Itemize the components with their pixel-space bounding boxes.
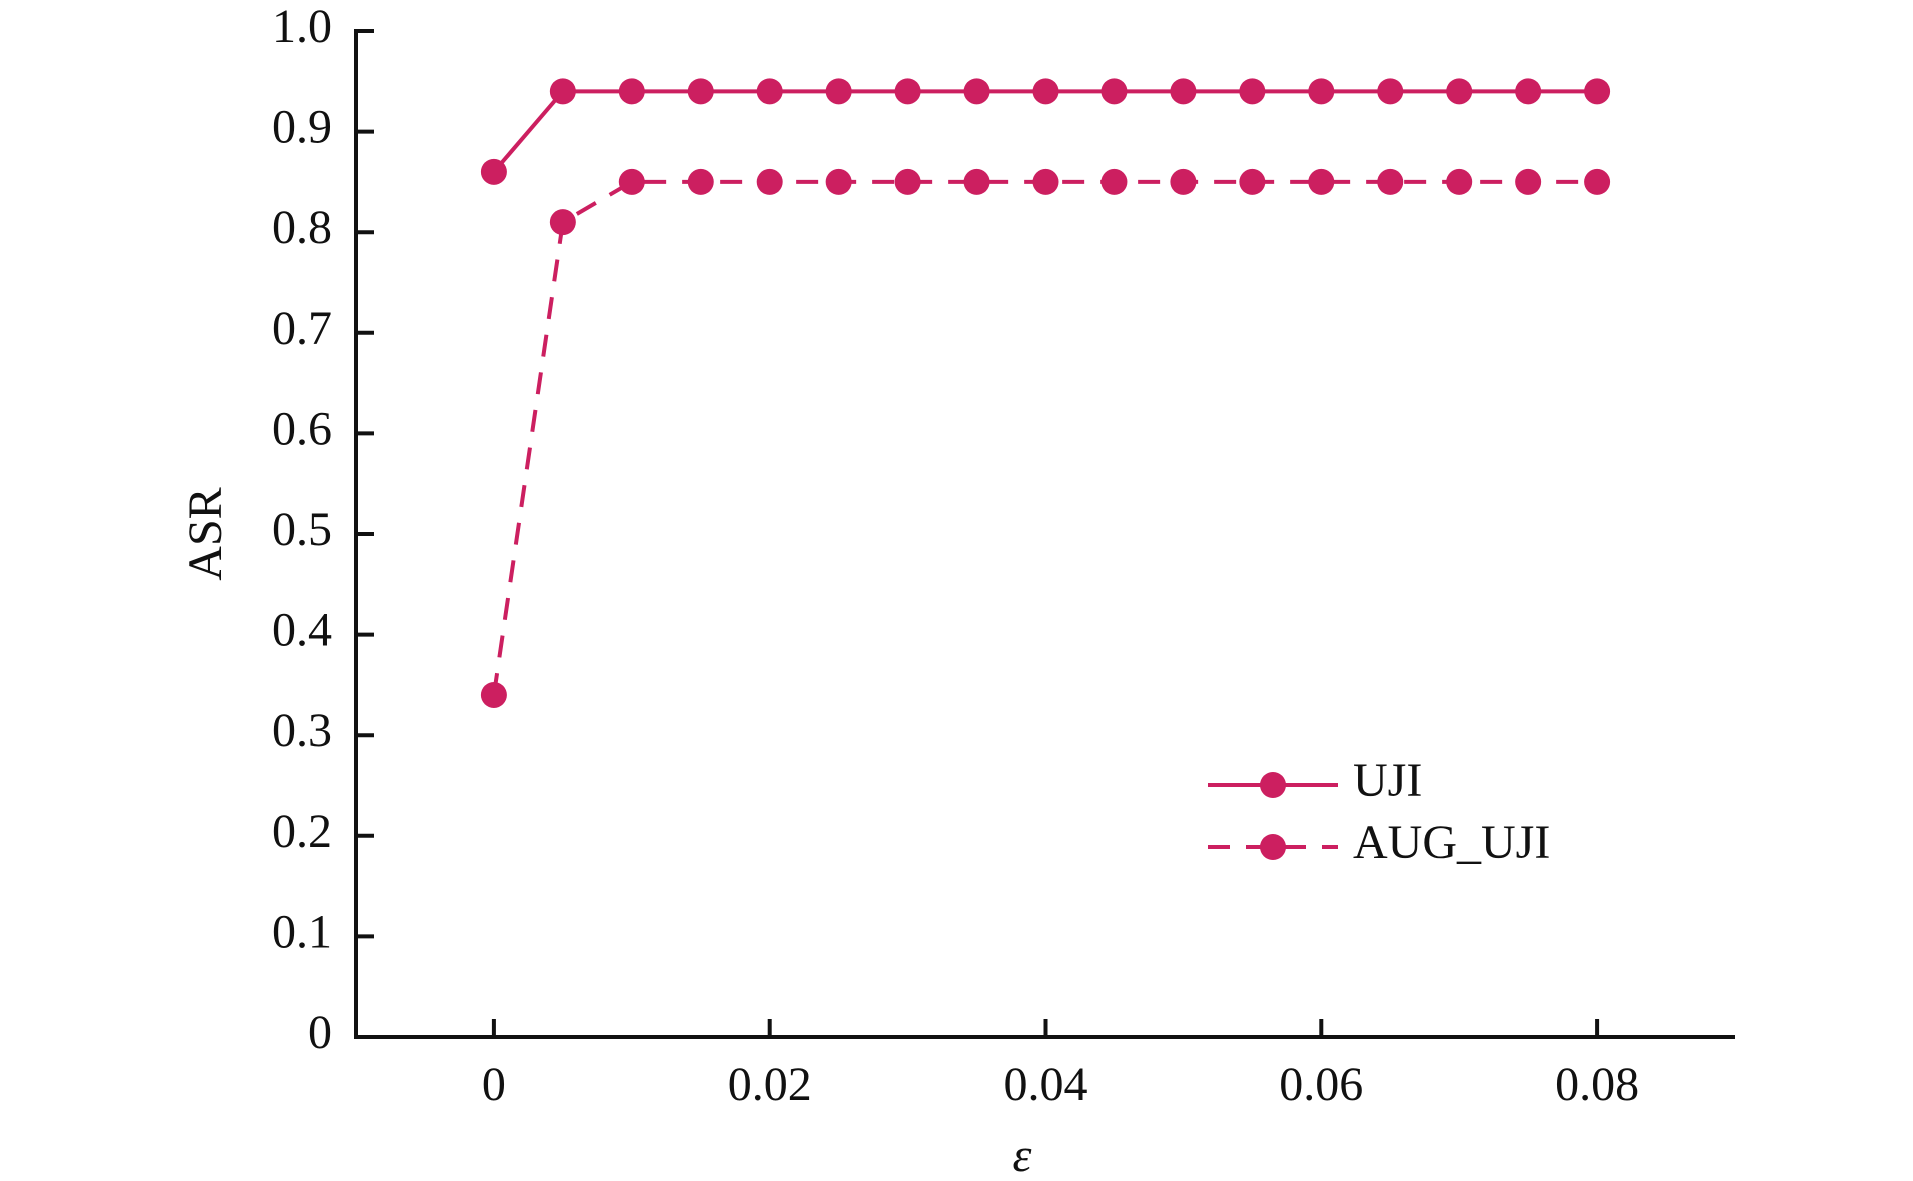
x-tick-label: 0.08 bbox=[1555, 1058, 1639, 1111]
y-tick-label: 0.6 bbox=[272, 402, 332, 455]
data-point bbox=[963, 78, 990, 105]
data-point bbox=[1446, 78, 1473, 105]
data-point bbox=[825, 78, 852, 105]
data-point bbox=[963, 168, 990, 195]
data-point bbox=[618, 78, 645, 105]
legend-label: AUG_UJI bbox=[1353, 816, 1550, 869]
data-point bbox=[756, 168, 783, 195]
data-point bbox=[1101, 78, 1128, 105]
data-point bbox=[1308, 78, 1335, 105]
data-point bbox=[1515, 78, 1542, 105]
data-point bbox=[1515, 168, 1542, 195]
y-axis-label: ASR bbox=[179, 487, 232, 580]
data-point bbox=[894, 78, 921, 105]
data-point bbox=[1101, 168, 1128, 195]
data-point bbox=[480, 158, 507, 185]
data-point bbox=[549, 209, 576, 236]
data-point bbox=[825, 168, 852, 195]
y-tick-label: 0.8 bbox=[272, 201, 332, 254]
legend-label: UJI bbox=[1353, 754, 1422, 807]
series-line bbox=[491, 179, 1598, 696]
y-tick-label: 1.0 bbox=[272, 0, 332, 53]
y-tick-label: 0.3 bbox=[272, 704, 332, 757]
data-point bbox=[1377, 168, 1404, 195]
y-tick-label: 0.1 bbox=[272, 905, 332, 958]
data-point bbox=[1584, 78, 1611, 105]
data-point bbox=[1446, 168, 1473, 195]
data-point bbox=[1239, 78, 1266, 105]
x-tick-label: 0.06 bbox=[1279, 1058, 1363, 1111]
y-tick-label: 0.5 bbox=[272, 503, 332, 556]
data-point bbox=[1584, 168, 1611, 195]
data-point bbox=[1377, 78, 1404, 105]
data-point bbox=[1239, 168, 1266, 195]
data-point bbox=[894, 168, 921, 195]
data-point bbox=[687, 168, 714, 195]
y-tick-label: 0.7 bbox=[272, 302, 332, 355]
data-point bbox=[687, 78, 714, 105]
data-point bbox=[480, 681, 507, 708]
data-point bbox=[1308, 168, 1335, 195]
y-tick-label: 0 bbox=[308, 1006, 332, 1059]
y-tick-label: 0.2 bbox=[272, 805, 332, 858]
data-point bbox=[1170, 78, 1197, 105]
data-point bbox=[1032, 168, 1059, 195]
y-tick-label: 0.9 bbox=[272, 101, 332, 154]
data-point bbox=[549, 78, 576, 105]
x-tick-label: 0.02 bbox=[728, 1058, 812, 1111]
legend-marker bbox=[1260, 772, 1286, 798]
data-point bbox=[1170, 168, 1197, 195]
x-axis-label: ε bbox=[1013, 1129, 1032, 1181]
x-tick-label: 0 bbox=[482, 1058, 506, 1111]
data-point bbox=[756, 78, 783, 105]
data-point bbox=[618, 168, 645, 195]
y-tick-label: 0.4 bbox=[272, 604, 332, 657]
legend-marker bbox=[1260, 834, 1286, 860]
x-tick-label: 0.04 bbox=[1004, 1058, 1088, 1111]
data-point bbox=[1032, 78, 1059, 105]
